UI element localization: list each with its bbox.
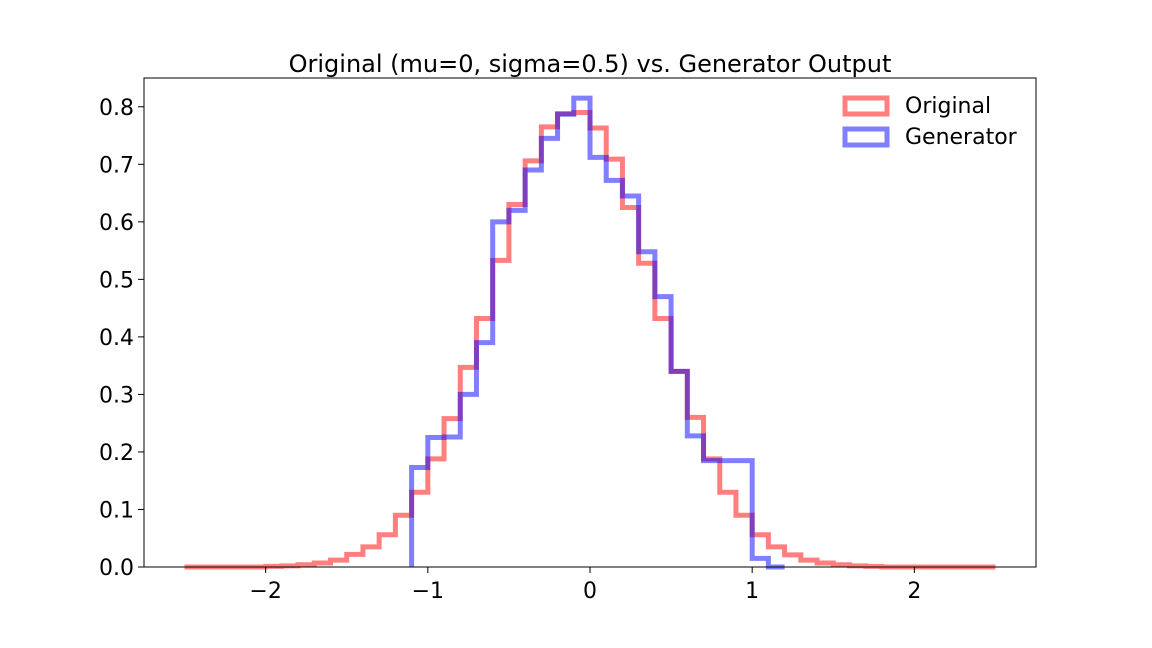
chart-title: Original (mu=0, sigma=0.5) vs. Generator… xyxy=(289,50,892,78)
x-tick-label: 0 xyxy=(583,579,597,604)
series-generator-outline xyxy=(409,95,785,570)
legend-swatch-original xyxy=(842,95,890,117)
y-tick-label: 0.4 xyxy=(99,326,134,351)
y-tick-label: 0.8 xyxy=(99,96,134,121)
y-tick-label: 0.3 xyxy=(99,383,134,408)
legend-swatch-generator xyxy=(842,126,890,148)
legend-label-generator: Generator xyxy=(905,125,1018,150)
x-tick-label: 1 xyxy=(745,579,759,604)
y-tick-label: 0.1 xyxy=(99,498,134,523)
y-tick-label: 0.7 xyxy=(99,153,134,178)
x-axis: −2 −1 0 1 2 xyxy=(249,567,921,604)
x-tick-label: −2 xyxy=(249,579,281,604)
x-tick-label: 2 xyxy=(907,579,921,604)
legend: Original Generator xyxy=(842,94,1018,150)
y-axis: 0.0 0.1 0.2 0.3 0.4 0.5 0.6 0.7 0.8 xyxy=(99,96,144,581)
legend-label-original: Original xyxy=(905,94,991,119)
plot-area xyxy=(184,95,996,570)
y-tick-label: 0.5 xyxy=(99,268,134,293)
series-original-outline xyxy=(184,110,996,570)
y-tick-label: 0.0 xyxy=(99,556,134,581)
y-tick-label: 0.2 xyxy=(99,441,134,466)
y-tick-label: 0.6 xyxy=(99,211,134,236)
x-tick-label: −1 xyxy=(412,579,444,604)
